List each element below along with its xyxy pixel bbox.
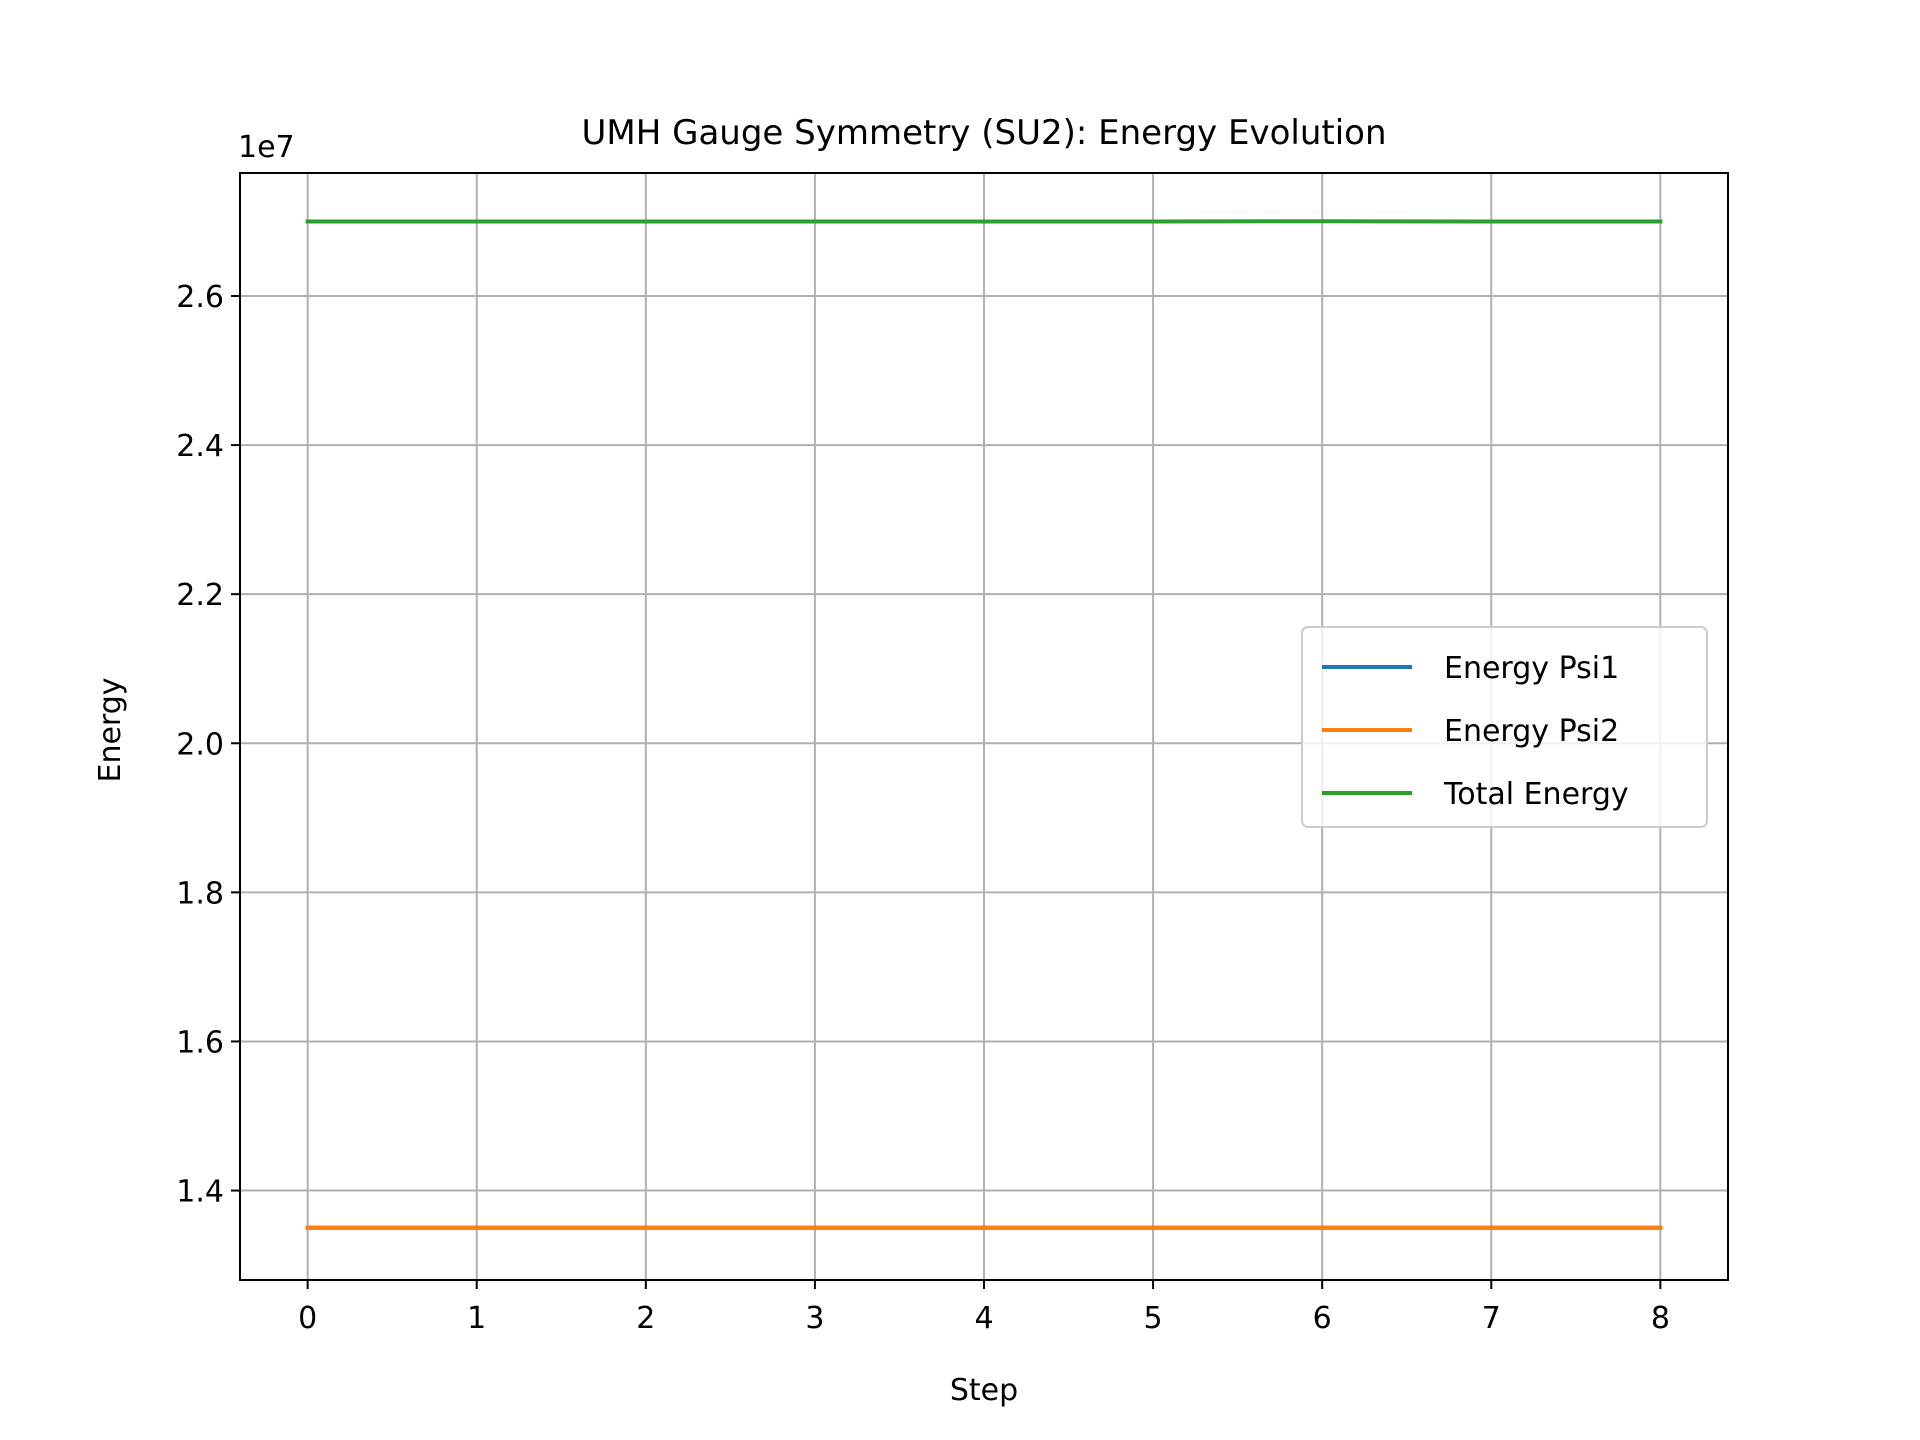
x-tick-label: 4 bbox=[974, 1301, 993, 1336]
legend-label: Total Energy bbox=[1443, 777, 1629, 812]
y-tick-label: 2.4 bbox=[176, 429, 224, 464]
series-lines bbox=[305, 219, 1663, 1230]
x-tick-label: 6 bbox=[1313, 1301, 1332, 1336]
x-tick-label: 5 bbox=[1144, 1301, 1163, 1336]
x-axis-label: Step bbox=[950, 1373, 1018, 1408]
y-offset-label: 1e7 bbox=[238, 130, 295, 165]
legend: Energy Psi1 Energy Psi2 Total Energy bbox=[1301, 626, 1708, 828]
y-tick-label: 2.2 bbox=[176, 578, 224, 613]
y-axis-label: Energy bbox=[93, 677, 128, 782]
y-tick-label: 1.6 bbox=[176, 1025, 224, 1060]
chart-title: UMH Gauge Symmetry (SU2): Energy Evoluti… bbox=[582, 113, 1387, 153]
y-tick-label: 2.0 bbox=[176, 727, 224, 762]
x-tick-label: 2 bbox=[636, 1301, 655, 1336]
x-tick-label: 0 bbox=[298, 1301, 317, 1336]
x-tick-label: 1 bbox=[467, 1301, 486, 1336]
ticks: 0 1 2 3 4 5 6 7 8 1.4 1.6 1.8 2.0 2.2 2.4 2.6 bbox=[176, 280, 1670, 1336]
legend-label: Energy Psi2 bbox=[1444, 714, 1619, 749]
x-tick-label: 8 bbox=[1651, 1301, 1670, 1336]
y-tick-label: 1.4 bbox=[176, 1175, 224, 1210]
x-tick-label: 3 bbox=[805, 1301, 824, 1336]
grid bbox=[240, 173, 1728, 1280]
legend-label: Energy Psi1 bbox=[1444, 651, 1619, 686]
legend-box bbox=[1301, 626, 1708, 828]
y-tick-label: 1.8 bbox=[176, 876, 224, 911]
x-tick-label: 7 bbox=[1482, 1301, 1501, 1336]
y-tick-label: 2.6 bbox=[176, 280, 224, 315]
